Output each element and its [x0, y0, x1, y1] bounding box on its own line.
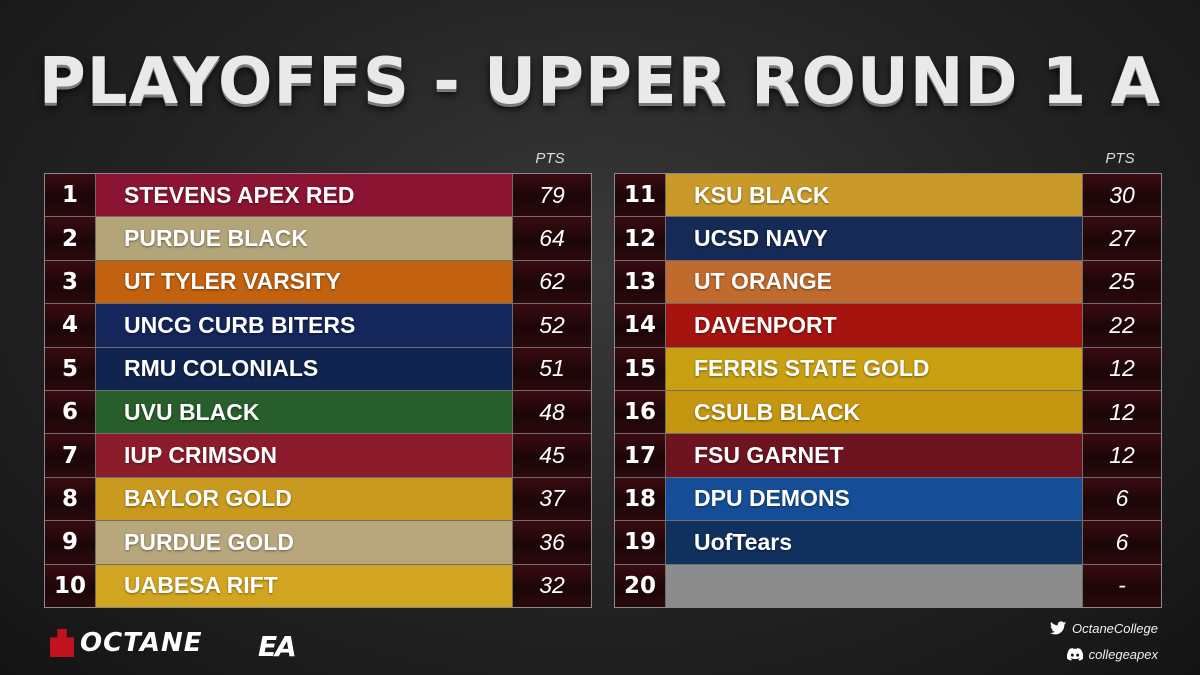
rank-cell: 16: [615, 390, 666, 434]
points-cell: 25: [1083, 260, 1161, 304]
standings-row: 15 FERRIS STATE GOLD 12: [615, 347, 1161, 391]
team-name-cell: DPU DEMONS: [666, 477, 1083, 521]
points-cell: 32: [513, 564, 591, 607]
points-cell: 6: [1083, 477, 1161, 521]
rank-cell: 7: [45, 434, 96, 477]
team-name-cell: PURDUE GOLD: [96, 521, 513, 564]
points-cell: 36: [513, 521, 591, 564]
rank-cell: 11: [615, 174, 666, 217]
pts-column-header: PTS: [535, 150, 565, 167]
team-name-cell: FSU GARNET: [666, 434, 1083, 477]
rank-cell: 20: [615, 564, 666, 607]
discord-handle: collegeapex: [1088, 646, 1158, 662]
twitter-link[interactable]: OctaneCollege: [958, 615, 1158, 641]
points-cell: 12: [1083, 347, 1161, 390]
standings-row: 12 UCSD NAVY 27: [615, 217, 1161, 261]
rank-cell: 17: [615, 434, 666, 477]
standings-row: 10 UABESA RIFT 32: [45, 564, 591, 607]
points-cell: 52: [513, 304, 591, 347]
rank-cell: 5: [45, 347, 96, 390]
team-name-cell: PURDUE BLACK: [96, 217, 513, 260]
points-cell: 45: [513, 434, 591, 477]
standings-rows-left: 1 STEVENS APEX RED 79 2 PURDUE BLACK 64 3 UT TY…: [44, 173, 592, 608]
rank-cell: 19: [615, 521, 666, 564]
octane-wordmark: OCTANE: [80, 628, 203, 658]
pts-column-header: PTS: [1105, 150, 1135, 167]
points-cell: 12: [1083, 434, 1161, 477]
rank-cell: 12: [615, 217, 666, 260]
team-name-cell: UofTears: [666, 521, 1083, 564]
rank-cell: 14: [615, 304, 666, 347]
page-title: PLAYOFFS - UPPER ROUND 1 A: [38, 45, 1162, 119]
standings-row: 1 STEVENS APEX RED 79: [45, 174, 591, 218]
rank-cell: 6: [45, 390, 96, 434]
rank-cell: 9: [45, 521, 96, 564]
rank-cell: 2: [45, 217, 96, 260]
standings-row: 11 KSU BLACK 30: [615, 174, 1161, 218]
team-name-cell: UVU BLACK: [96, 390, 513, 434]
team-name-cell: UT ORANGE: [666, 260, 1083, 304]
standings-row: 4 UNCG CURB BITERS 52: [45, 304, 591, 348]
team-name-cell: FERRIS STATE GOLD: [666, 347, 1083, 390]
standings-row: 19 UofTears 6: [615, 521, 1161, 565]
team-name-cell: CSULB BLACK: [666, 390, 1083, 434]
points-cell: -: [1083, 564, 1161, 607]
rank-cell: 8: [45, 477, 96, 521]
team-name-cell: UABESA RIFT: [96, 564, 513, 607]
standings-row: 20 -: [615, 564, 1161, 607]
team-name-cell: IUP CRIMSON: [96, 434, 513, 477]
standings-row: 13 UT ORANGE 25: [615, 260, 1161, 305]
rank-cell: 4: [45, 304, 96, 347]
standings-row: 14 DAVENPORT 22: [615, 304, 1161, 348]
standings-row: 3 UT TYLER VARSITY 62: [45, 260, 591, 305]
discord-icon: [1066, 646, 1083, 662]
ea-logo: EA: [258, 630, 297, 663]
points-cell: 79: [513, 174, 591, 217]
points-cell: 12: [1083, 390, 1161, 434]
team-name-cell: KSU BLACK: [666, 174, 1083, 217]
team-name-cell: DAVENPORT: [666, 304, 1083, 347]
standings-row: 2 PURDUE BLACK 64: [45, 217, 591, 261]
standings-rows-right: 11 KSU BLACK 30 12 UCSD NAVY 27 13 UT ORANGE 25 1…: [614, 173, 1162, 608]
team-name-cell: STEVENS APEX RED: [96, 174, 513, 217]
rank-cell: 1: [45, 174, 96, 217]
octane-mark-icon: [50, 629, 74, 657]
standings-row: 5 RMU COLONIALS 51: [45, 347, 591, 391]
team-name-cell: UT TYLER VARSITY: [96, 260, 513, 304]
team-name-cell: RMU COLONIALS: [96, 347, 513, 390]
standings-row: 16 CSULB BLACK 12: [615, 390, 1161, 435]
team-name-cell: UCSD NAVY: [666, 217, 1083, 260]
team-name-cell: BAYLOR GOLD: [96, 477, 513, 521]
twitter-icon: [1050, 620, 1066, 636]
points-cell: 30: [1083, 174, 1161, 217]
points-cell: 48: [513, 390, 591, 434]
octane-logo: OCTANE: [50, 628, 203, 658]
standings-row: 17 FSU GARNET 12: [615, 434, 1161, 478]
rank-cell: 13: [615, 260, 666, 304]
rank-cell: 10: [45, 564, 96, 607]
points-cell: 22: [1083, 304, 1161, 347]
team-name-cell: UNCG CURB BITERS: [96, 304, 513, 347]
team-name-cell: [666, 564, 1083, 607]
standings-row: 8 BAYLOR GOLD 37: [45, 477, 591, 522]
points-cell: 6: [1083, 521, 1161, 564]
rank-cell: 18: [615, 477, 666, 521]
points-cell: 37: [513, 477, 591, 521]
standings-row: 6 UVU BLACK 48: [45, 390, 591, 435]
standings-row: 9 PURDUE GOLD 36: [45, 521, 591, 565]
standings-row: 7 IUP CRIMSON 45: [45, 434, 591, 478]
twitter-handle: OctaneCollege: [1072, 620, 1158, 636]
standings-row: 18 DPU DEMONS 6: [615, 477, 1161, 522]
points-cell: 51: [513, 347, 591, 390]
points-cell: 64: [513, 217, 591, 260]
rank-cell: 15: [615, 347, 666, 390]
social-links: OctaneCollege collegeapex: [958, 615, 1158, 667]
points-cell: 62: [513, 260, 591, 304]
discord-link[interactable]: collegeapex: [958, 641, 1158, 667]
points-cell: 27: [1083, 217, 1161, 260]
rank-cell: 3: [45, 260, 96, 304]
